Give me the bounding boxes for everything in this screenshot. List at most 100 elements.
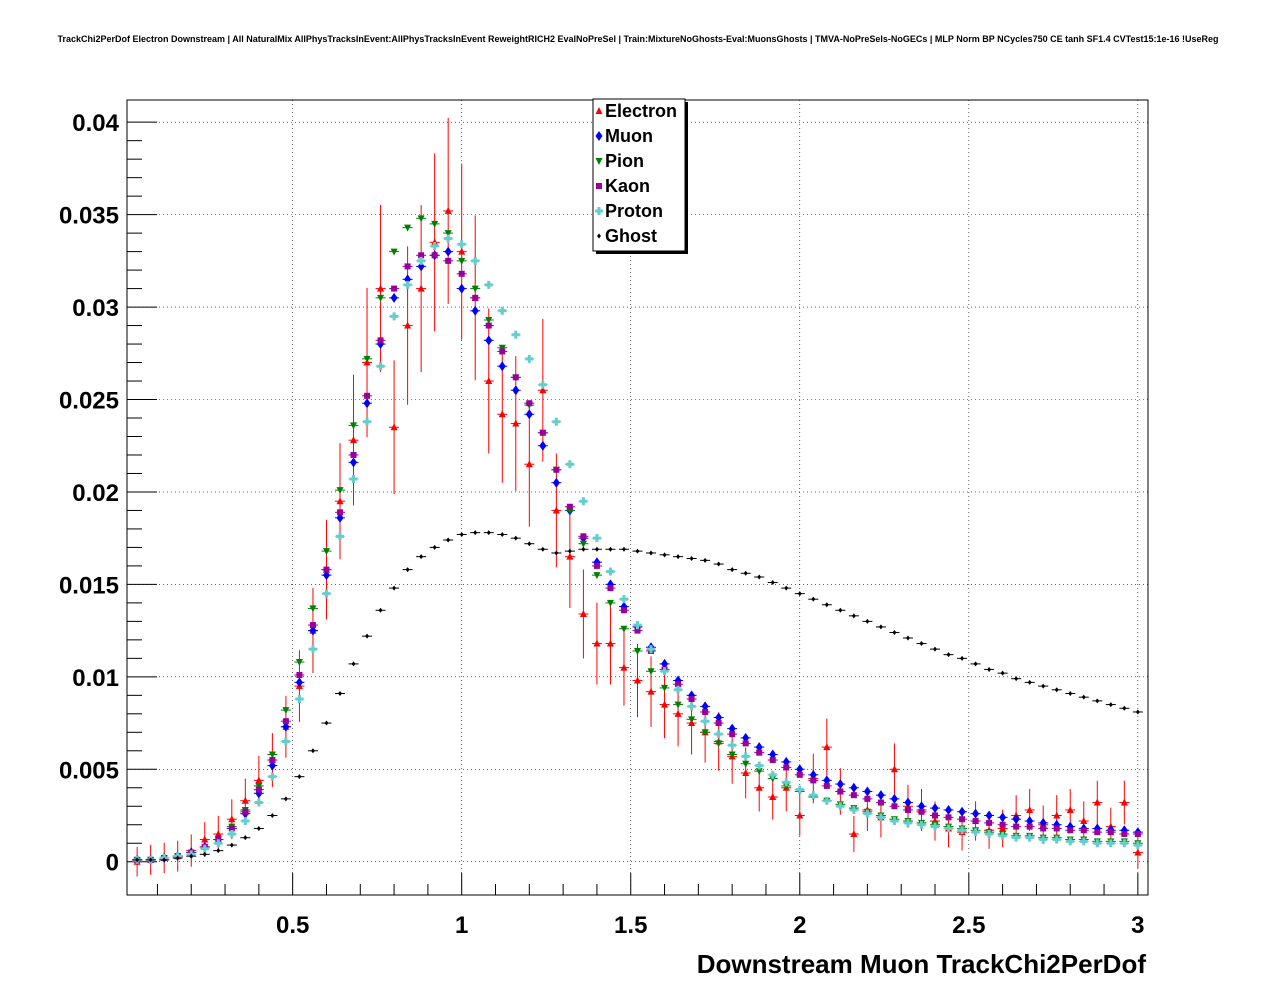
data-point xyxy=(417,215,425,223)
data-point xyxy=(1040,825,1047,832)
data-point xyxy=(227,829,236,838)
data-point xyxy=(1080,817,1088,825)
data-point xyxy=(876,813,885,822)
data-point xyxy=(295,695,304,704)
data-point xyxy=(1027,679,1032,685)
legend-marker-muon xyxy=(595,131,603,141)
data-point xyxy=(674,709,682,717)
data-point xyxy=(863,809,872,818)
data-point xyxy=(228,825,235,832)
data-point xyxy=(1068,690,1073,696)
y-tick-label: 0.015 xyxy=(59,572,119,599)
data-point xyxy=(1108,702,1113,708)
data-point xyxy=(715,720,722,727)
data-point xyxy=(877,790,885,801)
data-point xyxy=(878,624,883,630)
data-point xyxy=(350,422,358,430)
data-point xyxy=(553,466,560,473)
data-point xyxy=(512,374,519,381)
data-point xyxy=(432,544,437,550)
data-point xyxy=(458,270,465,277)
data-point xyxy=(959,816,966,823)
data-point xyxy=(742,768,750,776)
data-point xyxy=(283,796,288,802)
data-point xyxy=(783,764,790,771)
data-point xyxy=(336,509,343,516)
data-point xyxy=(419,554,424,560)
data-point xyxy=(282,718,289,725)
data-point xyxy=(539,429,546,436)
data-point xyxy=(295,677,303,688)
data-point xyxy=(689,556,694,562)
data-point xyxy=(579,497,588,506)
data-point xyxy=(769,775,777,783)
data-point xyxy=(850,829,858,837)
data-point xyxy=(823,775,831,786)
data-point xyxy=(1012,833,1021,842)
data-point xyxy=(999,824,1007,832)
data-point xyxy=(430,242,439,251)
data-point xyxy=(796,771,803,778)
data-point xyxy=(782,756,790,767)
data-point xyxy=(593,562,600,569)
data-point xyxy=(1094,829,1101,836)
data-point xyxy=(268,751,276,759)
data-point xyxy=(579,540,587,548)
data-point xyxy=(797,591,802,597)
data-point xyxy=(703,557,708,563)
data-point xyxy=(944,824,953,833)
data-point xyxy=(728,751,736,759)
data-point xyxy=(189,853,194,859)
data-point xyxy=(877,799,884,806)
data-point xyxy=(620,625,628,633)
data-point xyxy=(1081,694,1086,700)
legend-label-kaon: Kaon xyxy=(605,176,650,196)
data-point xyxy=(500,531,505,537)
data-point xyxy=(351,661,356,667)
data-point xyxy=(162,857,167,863)
data-point xyxy=(634,627,641,634)
data-point xyxy=(322,570,330,581)
data-point xyxy=(1025,833,1034,842)
data-point xyxy=(742,732,750,743)
data-point xyxy=(592,534,601,543)
data-point xyxy=(580,533,587,540)
data-point xyxy=(484,280,493,289)
data-point xyxy=(579,609,587,617)
data-point xyxy=(1013,823,1020,830)
data-point xyxy=(932,812,939,819)
data-point xyxy=(525,354,534,363)
data-point xyxy=(1026,816,1034,827)
data-point xyxy=(973,661,978,667)
chart-title: TrackChi2PerDof Electron Downstream | Al… xyxy=(57,34,1218,44)
data-point xyxy=(688,696,695,703)
data-point xyxy=(323,566,330,573)
data-point xyxy=(309,625,317,636)
data-point xyxy=(755,761,764,770)
data-point xyxy=(619,595,628,604)
data-point xyxy=(621,546,626,552)
data-point xyxy=(512,419,520,427)
data-point xyxy=(297,774,302,780)
data-point xyxy=(836,779,844,790)
data-point xyxy=(513,535,518,541)
legend-label-pion: Pion xyxy=(605,151,644,171)
data-point xyxy=(864,795,871,802)
data-point xyxy=(554,550,559,556)
data-point xyxy=(634,676,641,684)
data-point xyxy=(1080,827,1087,834)
data-point xyxy=(755,783,763,791)
data-point xyxy=(390,423,398,431)
data-point xyxy=(525,409,533,420)
data-point xyxy=(270,813,275,818)
data-point xyxy=(322,589,331,598)
data-point xyxy=(202,851,207,857)
data-point xyxy=(336,487,344,495)
data-point xyxy=(822,796,831,805)
data-point xyxy=(1107,829,1114,836)
legend-label-electron: Electron xyxy=(605,101,677,121)
data-point xyxy=(784,585,789,591)
data-point xyxy=(931,822,940,831)
data-point xyxy=(364,392,371,399)
